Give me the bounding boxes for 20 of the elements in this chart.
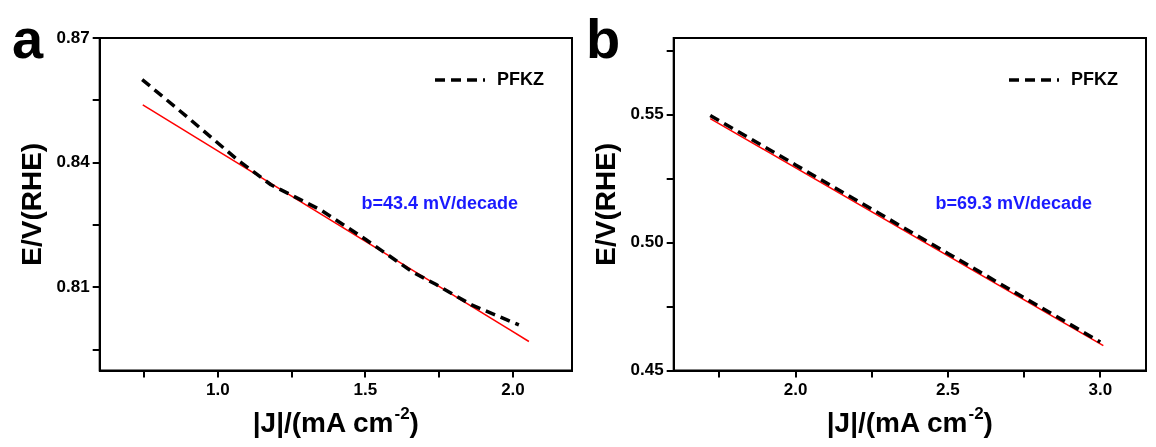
y-axis-title: E/V(RHE) <box>589 142 621 266</box>
y-tick-label: 0.87 <box>56 27 90 47</box>
y-tick-label: 0.84 <box>56 152 91 172</box>
legend-label: PFKZ <box>497 68 544 89</box>
annotation: b=69.3 mV/decade <box>935 193 1093 214</box>
x-tick-label: 2.5 <box>936 380 960 400</box>
x-tick-label: 2.0 <box>501 380 525 400</box>
annotation: b=43.4 mV/decade <box>361 193 519 214</box>
y-tick-label: 0.50 <box>630 232 664 252</box>
legend-label: PFKZ <box>1071 68 1118 89</box>
x-tick-label: 2.0 <box>783 380 808 400</box>
chart-title: a <box>12 7 44 70</box>
x-tick-label: 1.0 <box>205 380 230 400</box>
y-tick-label: 0.55 <box>630 104 664 124</box>
chart-title: b <box>586 7 621 70</box>
x-tick-label: 3.0 <box>1088 380 1113 400</box>
y-tick-label: 0.81 <box>56 277 90 297</box>
y-tick-label: 0.45 <box>630 360 664 380</box>
y-axis-title: E/V(RHE) <box>15 142 47 266</box>
x-tick-label: 1.5 <box>353 380 378 400</box>
